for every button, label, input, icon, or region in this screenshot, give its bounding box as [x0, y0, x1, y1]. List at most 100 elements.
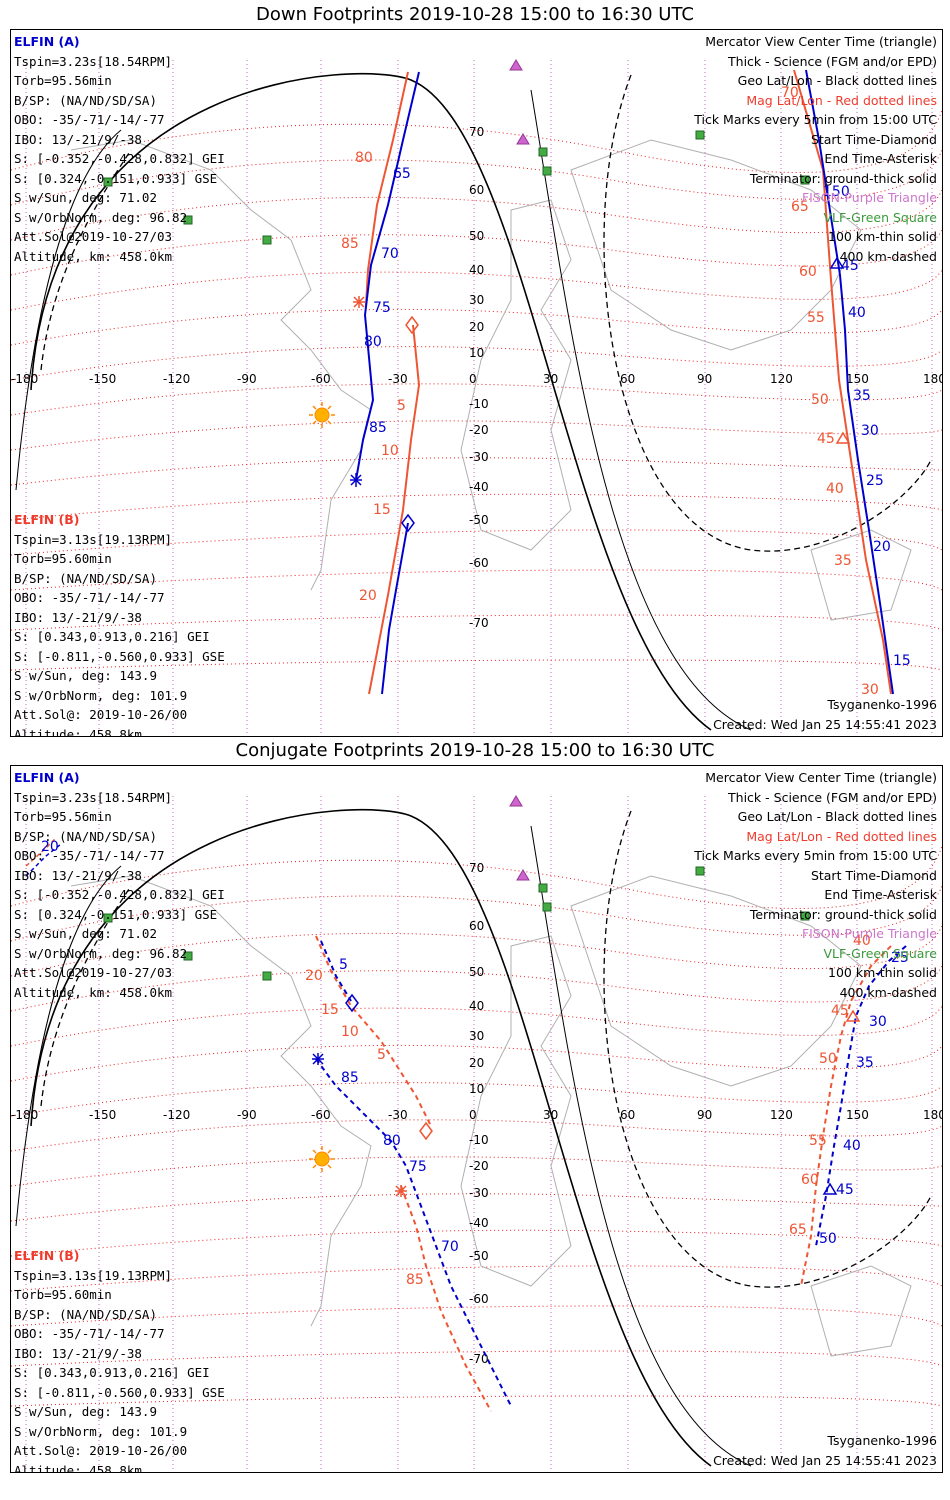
geo-grid: [25, 796, 933, 1472]
elfin-b-info: ELFIN (B) Tspin=3.13s[19.13RPM] Torb=95.…: [14, 510, 225, 737]
vlf-square: [262, 971, 272, 981]
sun-icon: [309, 1146, 335, 1172]
legend-item: Mercator View Center Time (triangle): [705, 34, 937, 49]
info-line: Tspin=3.13s[19.13RPM]: [14, 531, 173, 547]
terminator-100km-west: [15, 129, 122, 491]
map-footer: Tsyganenko-1996 Created: Wed Jan 25 14:5…: [713, 695, 937, 734]
lat-tick: -50: [469, 513, 489, 527]
terminator-400km: [603, 74, 932, 552]
lat-tick: -40: [469, 480, 489, 494]
lon-tick: 30: [543, 372, 558, 386]
down-footprints-title: Down Footprints 2019-10-28 15:00 to 16:3…: [256, 4, 694, 25]
tick-label: 80: [383, 1133, 401, 1149]
info-line: S w/Sun, deg: 143.9: [14, 1404, 157, 1419]
vlf-square: [103, 913, 113, 923]
lon-tick: 150: [846, 372, 869, 386]
lon-tick: -90: [237, 1108, 257, 1122]
lat-tick: -30: [469, 450, 489, 464]
elfin-a-conj-track-east: [815, 945, 907, 1247]
legend-item: Start Time-Diamond: [810, 867, 937, 883]
info-line: Torb=95.56min: [14, 809, 112, 824]
info-line: IBO: 13/-21/9/-38: [14, 131, 142, 147]
elfin-a-center-triangle: [822, 1182, 838, 1195]
elfin-b-track-north: [365, 71, 409, 306]
info-line: Torb=95.60min: [14, 1287, 112, 1302]
elfin-a-name: ELFIN (A): [14, 770, 80, 785]
lon-tick: 60: [620, 1108, 635, 1122]
tick-label: 35: [834, 553, 852, 569]
info-line: OBO: -35/-71/-14/-77: [14, 848, 165, 863]
info-line: B/SP: (NA/ND/SD/SA): [14, 92, 157, 108]
tick-label: 10: [341, 1024, 359, 1040]
info-line: S: [0.324,-0.151,0.933] GSE: [14, 170, 218, 186]
legend-item: FISON-Purple Triangle: [801, 190, 937, 205]
lat-tick: 30: [469, 293, 484, 307]
info-line: S w/Sun, deg: 71.02: [14, 190, 157, 205]
conjugate-footprints-map: -180 -150 -120 -90 -60 -30 0 30 60 90 12…: [10, 765, 943, 1473]
elfin-b-end-asterisk: [353, 296, 365, 308]
map-legend: Mercator View Center Time (triangle) Thi…: [694, 32, 937, 266]
terminator-100km-west: [15, 865, 122, 1227]
lon-tick: 150: [846, 1108, 869, 1122]
lon-tick: -30: [388, 1108, 408, 1122]
legend-item: Tick Marks every 5min from 15:00 UTC: [694, 848, 937, 863]
legend-item: Geo Lat/Lon - Black dotted lines: [737, 73, 937, 88]
info-line: Att.Sol@2019-10-27/03: [14, 229, 173, 244]
tick-label: 20: [873, 539, 891, 555]
lat-tick: -50: [469, 1249, 489, 1263]
elfin-a-end-asterisk: [350, 473, 362, 487]
info-line: OBO: -35/-71/-14/-77: [14, 590, 165, 605]
lat-tick: 50: [469, 229, 484, 243]
tick-label: 45: [817, 431, 835, 447]
fison-markers: [509, 795, 530, 881]
tick-label: 60: [799, 264, 817, 280]
lon-tick: 120: [770, 372, 793, 386]
legend-item: Thick - Science (FGM and/or EPD): [728, 53, 937, 69]
legend-item: Terminator: ground-thick solid: [749, 170, 937, 186]
tick-label: 45: [836, 1182, 854, 1198]
legend-item: 100 km-thin solid: [828, 965, 937, 980]
elfin-b-name: ELFIN (B): [14, 1248, 80, 1263]
info-line: Att.Sol@: 2019-10-26/00: [14, 707, 188, 722]
info-line: Altitude, km: 458.0km: [14, 984, 173, 1000]
elfin-a-track: [355, 71, 420, 481]
info-line: Tspin=3.13s[19.13RPM]: [14, 1267, 173, 1283]
tick-label: 55: [809, 1133, 827, 1149]
lat-tick: 40: [469, 263, 484, 277]
elfin-b-center-triangle: [835, 431, 851, 444]
lon-tick: 90: [697, 1108, 712, 1122]
mag-grid: [11, 845, 942, 1407]
elfin-b-conj-track-south: [400, 1185, 492, 1412]
tick-label: 75: [409, 1159, 427, 1175]
elfin-a-name: ELFIN (A): [14, 34, 80, 49]
tick-label: 30: [869, 1014, 887, 1030]
tick-label: 15: [321, 1002, 339, 1018]
created-timestamp: Created: Wed Jan 25 14:55:41 2023: [713, 1452, 937, 1468]
lon-tick: 90: [697, 372, 712, 386]
info-line: B/SP: (NA/ND/SD/SA): [14, 1306, 157, 1322]
info-line: S w/OrbNorm, deg: 101.9: [14, 687, 188, 703]
info-line: IBO: 13/-21/9/-38: [14, 609, 142, 625]
vlf-square: [800, 911, 810, 921]
fison-markers: [509, 59, 530, 145]
elfin-a-center-triangle: [829, 256, 845, 269]
lat-tick: -10: [469, 1133, 489, 1147]
info-line: Tspin=3.23s[18.54RPM]: [14, 53, 173, 69]
elfin-b-center-triangle: [845, 1009, 861, 1022]
vlf-square: [695, 130, 705, 140]
lat-tick: -70: [469, 616, 489, 630]
map-legend: Mercator View Center Time (triangle) Thi…: [694, 768, 937, 1002]
lat-tick: 20: [469, 1056, 484, 1070]
info-line: S w/OrbNorm, deg: 96.82: [14, 209, 188, 225]
elfin-a-conj-track-north: [320, 940, 352, 1002]
tick-label: 70: [381, 246, 399, 262]
elfin-b-end-asterisk: [395, 1185, 407, 1197]
tick-label: 20: [359, 588, 377, 604]
tick-label: 35: [856, 1055, 874, 1071]
lon-tick: 120: [770, 1108, 793, 1122]
axis-labels: -180 -150 -120 -90 -60 -30 0 30 60 90 12…: [11, 861, 942, 1366]
info-line: Altitude: 458.8km: [14, 726, 142, 737]
terminator-100km: [530, 89, 752, 731]
lon-tick: 180: [923, 1108, 942, 1122]
lon-tick: -30: [388, 372, 408, 386]
